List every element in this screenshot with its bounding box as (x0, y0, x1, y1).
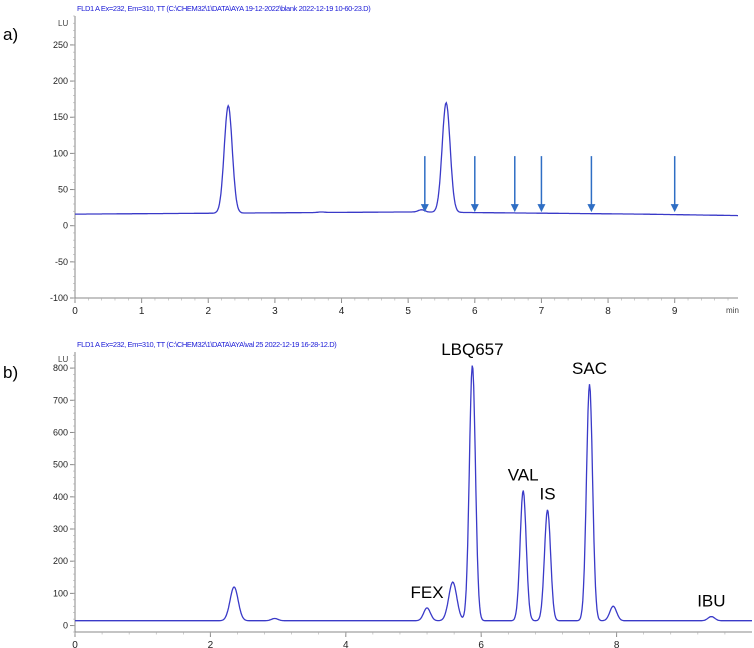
x-tick-label: 7 (539, 306, 545, 317)
x-tick-label: 6 (478, 640, 484, 648)
y-tick-label: 100 (53, 588, 68, 598)
y-tick-label: 0 (63, 621, 68, 631)
x-tick-label: 4 (343, 640, 349, 648)
y-tick-label: 200 (53, 556, 68, 566)
x-tick-label: 6 (472, 306, 478, 317)
panel-label: b) (3, 363, 18, 382)
panel-label: a) (3, 25, 18, 44)
peak-label-lbq657: LBQ657 (441, 340, 503, 359)
x-tick-label: 3 (272, 306, 278, 317)
x-unit-label: min (726, 306, 739, 315)
peak-label-sac: SAC (572, 359, 607, 378)
peak-label-val: VAL (508, 465, 539, 484)
x-tick-label: 1 (139, 306, 145, 317)
x-tick-label: 8 (605, 306, 611, 317)
arrow-marker-head (470, 204, 479, 213)
arrow-marker-head (537, 204, 546, 213)
x-tick-label: 2 (205, 306, 211, 317)
y-tick-label: 800 (53, 363, 68, 373)
arrow-marker-head (670, 204, 679, 213)
arrow-marker-head (420, 204, 429, 213)
signal-trace (75, 365, 752, 622)
y-tick-label: 200 (53, 76, 68, 86)
y-tick-label: 300 (53, 524, 68, 534)
panel-b: b) FLD1 A Ex=232, Em=310, TT (C:\CHEM32\1… (3, 340, 752, 648)
x-tick-label: 0 (72, 306, 78, 317)
y-tick-label: 150 (53, 112, 68, 122)
x-tick-label: 9 (672, 306, 678, 317)
y-tick-label: 700 (53, 395, 68, 405)
y-tick-label: 0 (63, 221, 68, 231)
peak-label-ibu: IBU (697, 592, 725, 611)
signal-trace (75, 101, 738, 217)
panel-a: a) FLD1 A Ex=232, Em=310, TT (C:\CHEM32\1… (3, 4, 739, 317)
y-tick-label: 500 (53, 460, 68, 470)
arrow-marker-head (587, 204, 596, 213)
chromatogram-header: FLD1 A Ex=232, Em=310, TT (C:\CHEM32\1\D… (77, 4, 371, 13)
peak-label-fex: FEX (411, 583, 444, 602)
y-unit-label: LU (58, 355, 68, 364)
y-tick-label: -100 (50, 293, 68, 303)
x-tick-label: 0 (72, 640, 78, 648)
y-tick-label: 400 (53, 492, 68, 502)
y-tick-label: -50 (55, 257, 68, 267)
y-unit-label: LU (58, 19, 68, 28)
x-tick-label: 2 (208, 640, 214, 648)
x-tick-label: 5 (405, 306, 411, 317)
y-tick-label: 100 (53, 148, 68, 158)
x-tick-label: 8 (614, 640, 620, 648)
x-tick-label: 4 (339, 306, 345, 317)
y-tick-label: 250 (53, 40, 68, 50)
peak-label-is: IS (540, 485, 556, 504)
arrow-marker-head (510, 204, 519, 213)
y-tick-label: 600 (53, 427, 68, 437)
y-tick-label: 50 (58, 185, 68, 195)
chromatogram-header: FLD1 A Ex=232, Em=310, TT (C:\CHEM32\1\D… (77, 340, 337, 349)
